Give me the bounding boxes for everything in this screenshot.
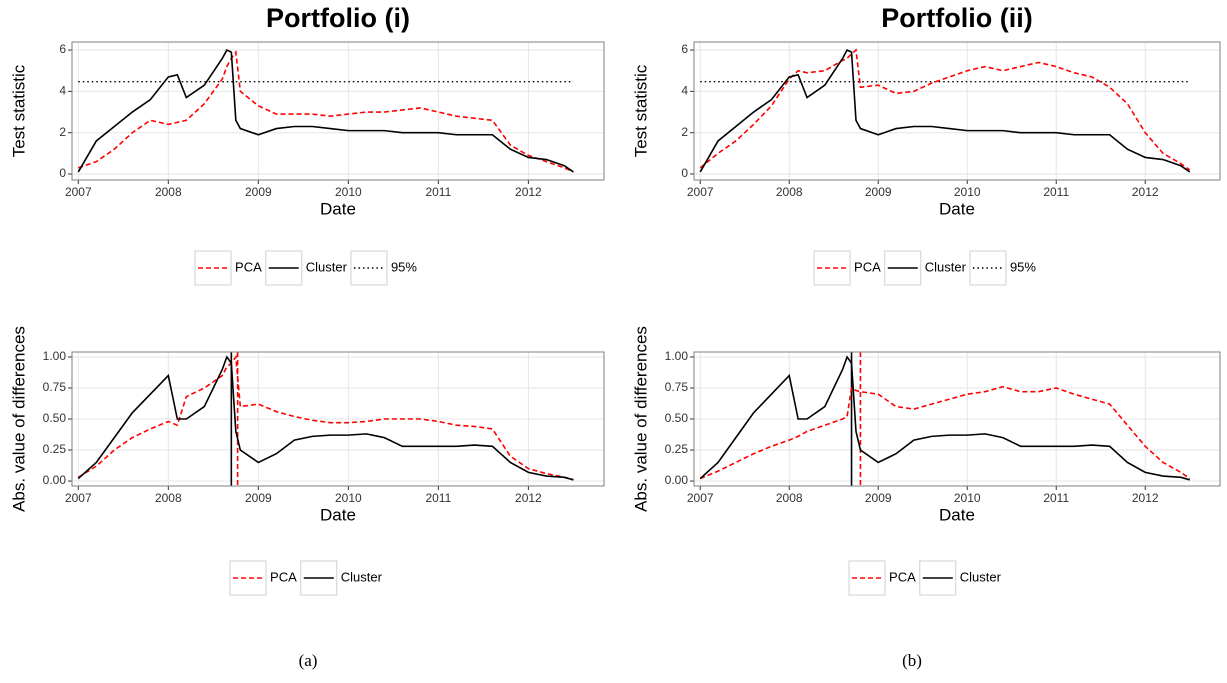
x-axis-label: Date [320,199,356,218]
legend-label: PCA [270,569,297,584]
legend-label: PCA [854,259,881,274]
series-line [699,385,1191,480]
legend-label: Cluster [341,569,383,584]
y-tick-label: 6 [59,42,66,56]
y-tick-label: 0.25 [665,442,689,456]
x-tick-label: 2007 [65,185,92,199]
x-tick-label: 2011 [1043,185,1069,199]
plot-border [693,41,1221,181]
x-tick-label: 2009 [865,185,892,199]
plot-area [694,42,1220,180]
x-tick-label: 2012 [515,491,542,505]
y-tick-label: 6 [681,42,688,56]
x-tick-label: 2008 [155,185,182,199]
legend-label: 95% [391,259,417,274]
x-tick-label: 2007 [687,491,714,505]
y-tick-label: 0.75 [43,380,67,394]
x-tick-label: 2012 [1132,491,1159,505]
series-line [78,49,574,173]
y-tick-label: 0 [59,166,66,180]
plot-area [72,42,604,180]
x-tick-label: 2008 [155,491,182,505]
plot-border [693,351,1221,487]
y-tick-label: 0.50 [665,411,689,425]
x-tick-label: 2008 [776,491,803,505]
x-tick-label: 2010 [954,491,981,505]
caption: (a) [299,651,318,670]
x-tick-label: 2007 [687,185,714,199]
panel-title: Portfolio (i) [266,3,410,33]
x-tick-label: 2012 [1132,185,1159,199]
x-axis-label: Date [939,505,975,524]
x-tick-label: 2009 [865,491,892,505]
series-line [77,49,574,173]
y-tick-label: 0.50 [43,411,67,425]
x-tick-label: 2011 [425,185,451,199]
y-tick-label: 0.00 [43,473,67,487]
x-tick-label: 2010 [335,185,362,199]
panel-title: Portfolio (ii) [881,3,1032,33]
y-axis-label: Test statistic [9,64,28,157]
x-tick-label: 2011 [425,491,451,505]
legend-label: Cluster [306,259,348,274]
series-line [77,355,574,481]
y-tick-label: 1.00 [665,349,689,363]
x-tick-label: 2011 [1043,491,1069,505]
plot-border [71,41,605,181]
legend-label: Cluster [960,569,1002,584]
y-tick-label: 4 [59,84,66,98]
series-line [699,355,1190,481]
legend-label: 95% [1010,259,1036,274]
plot-border [71,351,605,487]
legend: PCA Cluster [229,560,383,596]
x-axis-label: Date [320,505,356,524]
legend: PCA Cluster 95% [813,250,1036,286]
x-tick-label: 2010 [954,185,981,199]
legend: PCA Cluster 95% [194,250,417,286]
y-tick-label: 2 [59,125,66,139]
legend-label: Cluster [925,259,967,274]
legend: PCA Cluster [848,560,1002,596]
x-tick-label: 2009 [245,491,272,505]
y-tick-label: 0.00 [665,473,689,487]
series-line [699,49,1191,173]
y-axis-label: Abs. value of differences [9,326,28,512]
x-tick-label: 2010 [335,491,362,505]
x-tick-label: 2012 [515,185,542,199]
x-tick-label: 2008 [776,185,803,199]
y-tick-label: 4 [681,84,688,98]
y-tick-label: 0.25 [43,442,67,456]
caption: (b) [902,651,922,670]
x-tick-label: 2007 [65,491,92,505]
y-axis-label: Abs. value of differences [631,326,650,512]
x-tick-label: 2009 [245,185,272,199]
y-axis-label: Test statistic [631,64,650,157]
y-tick-label: 0 [681,166,688,180]
x-axis-label: Date [939,199,975,218]
legend-label: PCA [235,259,262,274]
y-tick-label: 0.75 [665,380,689,394]
y-tick-label: 1.00 [43,349,67,363]
legend-label: PCA [889,569,916,584]
y-tick-label: 2 [681,125,688,139]
